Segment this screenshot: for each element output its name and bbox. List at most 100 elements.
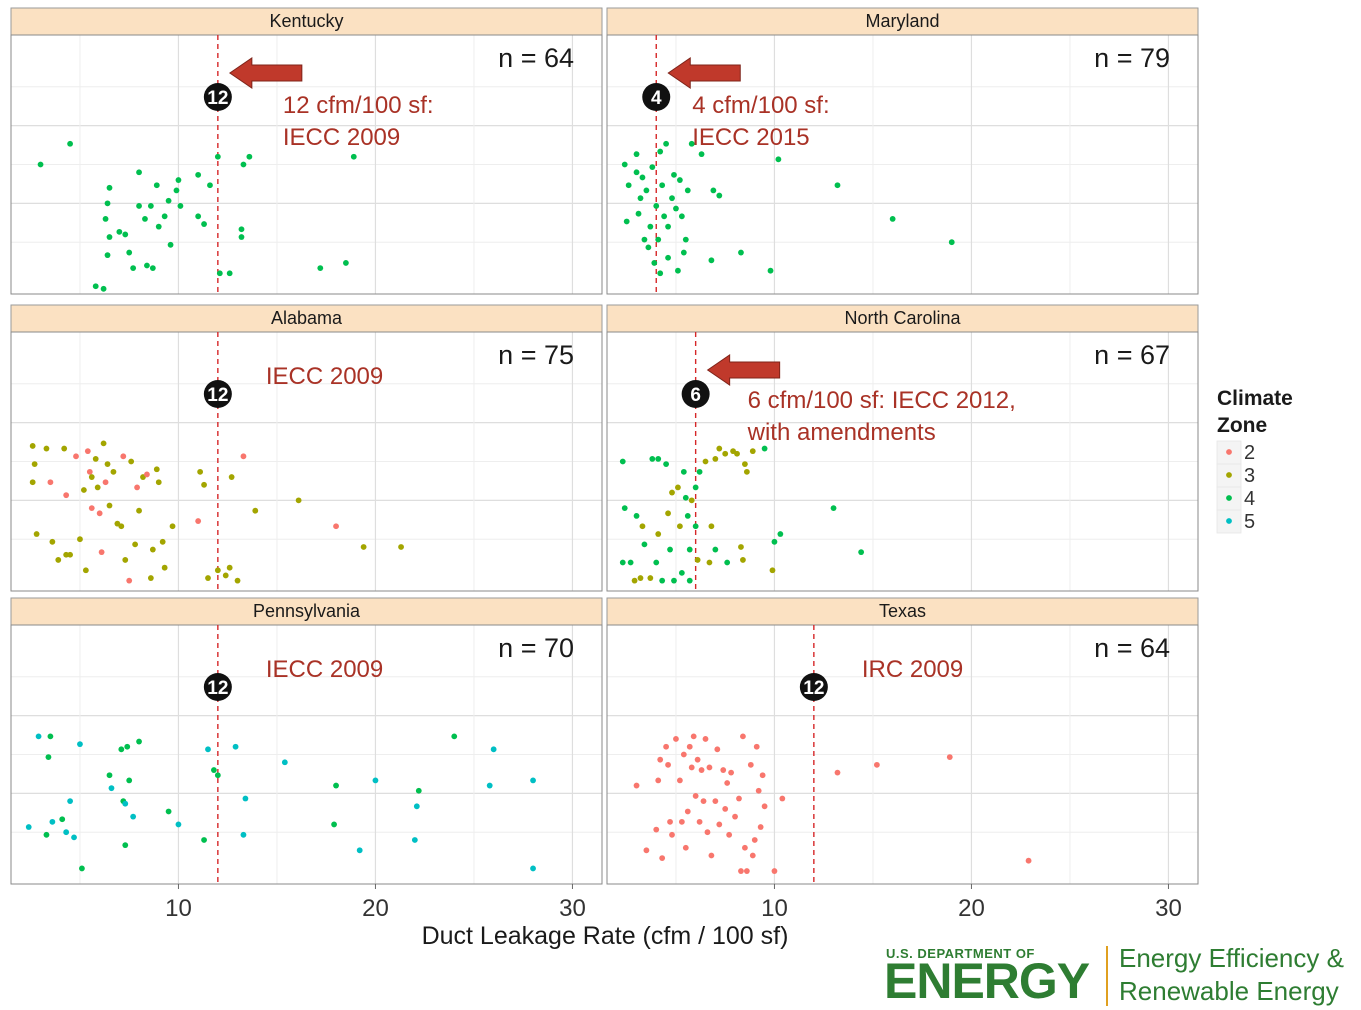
data-point <box>149 546 156 553</box>
code-badge-icon <box>203 380 232 408</box>
strip-north-carolina <box>606 304 1199 333</box>
data-point <box>147 203 154 209</box>
sample-size-label: n = 67 <box>1094 340 1170 370</box>
data-point <box>639 523 646 530</box>
data-point <box>94 484 101 491</box>
annotation-line: 4 cfm/100 sf: <box>692 92 829 119</box>
code-badge-label: 12 <box>207 385 228 406</box>
pointer-arrow-icon <box>228 57 303 89</box>
data-point <box>486 782 493 789</box>
data-point <box>858 549 865 556</box>
data-point <box>742 461 748 467</box>
data-point <box>211 767 217 773</box>
legend-label: 3 <box>1244 465 1255 487</box>
plot-border-alabama <box>10 331 603 592</box>
data-point <box>647 575 654 581</box>
data-point <box>633 782 640 789</box>
data-point <box>696 818 703 825</box>
data-point <box>649 164 656 170</box>
data-point <box>724 559 731 566</box>
data-point <box>98 549 105 556</box>
annotation-line: with amendments <box>747 419 936 446</box>
data-point <box>667 818 673 825</box>
data-point <box>678 818 685 825</box>
data-point <box>706 764 713 771</box>
data-point <box>118 746 125 753</box>
data-point <box>55 557 62 563</box>
data-point <box>238 226 245 233</box>
data-point <box>716 445 723 452</box>
data-point <box>63 829 70 836</box>
data-point <box>205 575 211 581</box>
strip-texas <box>606 597 1199 626</box>
x-tick-label: 30 <box>559 895 586 922</box>
data-point <box>722 450 729 457</box>
data-point <box>769 567 776 574</box>
data-point <box>122 800 129 807</box>
data-point <box>686 546 693 553</box>
data-point <box>651 260 658 266</box>
data-point <box>116 228 123 235</box>
data-point <box>708 523 715 530</box>
data-point <box>130 813 137 820</box>
data-point <box>712 456 719 462</box>
data-point <box>700 798 707 805</box>
legend-marker <box>1226 449 1232 455</box>
data-point <box>82 567 89 574</box>
code-badge-label: 12 <box>207 678 228 699</box>
data-point <box>100 440 107 447</box>
data-point <box>669 831 675 838</box>
code-badge-label: 12 <box>803 678 824 699</box>
data-point <box>136 507 142 514</box>
data-point <box>144 262 150 269</box>
sample-size-label: n = 64 <box>1094 633 1170 663</box>
data-point <box>173 187 180 194</box>
data-point <box>627 559 634 566</box>
logo-office-line-2: Renewable Energy <box>1119 976 1339 1006</box>
data-point <box>743 868 750 874</box>
data-point <box>106 184 113 191</box>
legend-label: 5 <box>1244 511 1255 533</box>
panel-texas: Texas n = 64 12 IRC 2009 <box>606 597 1199 885</box>
code-badge-label: 12 <box>207 88 228 109</box>
data-point <box>889 215 896 222</box>
data-point <box>761 445 768 452</box>
data-point <box>144 471 150 478</box>
data-point <box>122 231 129 238</box>
data-point <box>659 577 666 584</box>
data-point <box>736 795 742 802</box>
data-point <box>43 445 50 452</box>
code-badge-icon <box>681 380 710 408</box>
data-point <box>667 546 673 553</box>
strip-label-pennsylvania: Pennsylvania <box>253 601 361 621</box>
data-point <box>122 842 129 849</box>
data-point <box>126 777 133 784</box>
legend-title: Zone <box>1217 414 1267 437</box>
data-point <box>126 249 133 256</box>
logo-department-label: U.S. DEPARTMENT OF <box>886 946 1035 961</box>
logo-office-name: Energy Efficiency & Renewable Energy <box>1119 942 1344 1008</box>
data-point <box>61 445 68 452</box>
data-point <box>621 161 628 168</box>
code-badge-icon <box>642 83 671 111</box>
data-point <box>673 205 679 212</box>
data-point <box>126 577 133 584</box>
data-point <box>530 777 536 784</box>
data-point <box>161 213 168 220</box>
data-point <box>155 223 162 230</box>
data-point <box>716 192 723 199</box>
data-point <box>676 177 683 183</box>
data-point <box>757 824 764 830</box>
data-point <box>490 746 497 753</box>
data-point <box>728 769 735 776</box>
x-tick-label: 10 <box>761 895 788 922</box>
data-point <box>228 474 235 480</box>
data-point <box>530 865 536 872</box>
data-point <box>77 741 83 748</box>
data-point <box>696 468 703 475</box>
x-tick-label: 10 <box>165 895 192 922</box>
data-point <box>743 468 750 475</box>
strip-label-alabama: Alabama <box>271 308 343 328</box>
data-point <box>708 257 715 264</box>
pointer-arrow-icon <box>706 354 781 386</box>
